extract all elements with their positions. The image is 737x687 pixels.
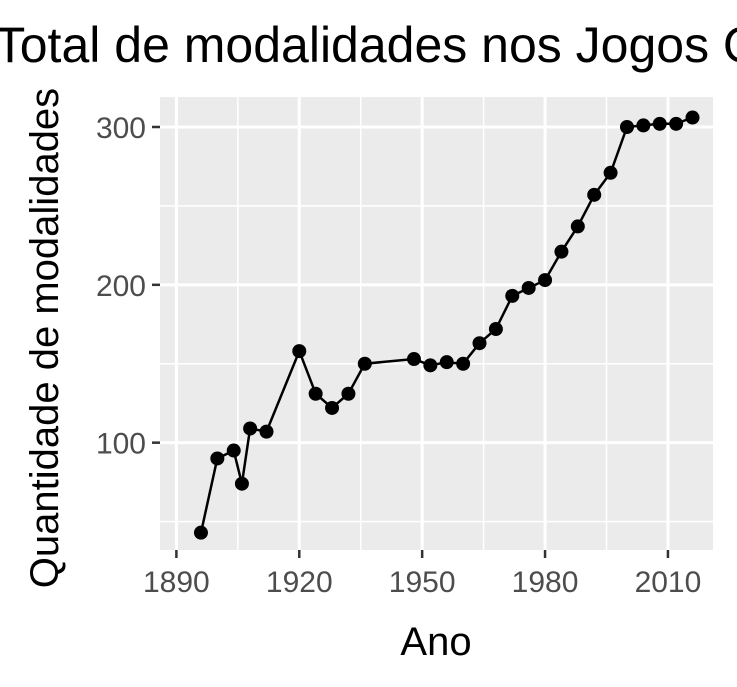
data-point-1988	[570, 219, 585, 234]
y-tick-label-200: 200	[96, 270, 146, 303]
y-tick-labels: 100 200 300	[96, 112, 146, 461]
data-point-2008	[652, 116, 667, 131]
data-point-1904	[226, 443, 241, 458]
x-tick-label-1950: 1950	[389, 566, 456, 599]
data-point-1920	[292, 344, 307, 359]
data-point-1906	[234, 476, 249, 491]
data-point-1956	[439, 355, 454, 370]
data-point-1976	[521, 280, 536, 295]
data-point-2012	[669, 116, 684, 131]
data-point-1900	[210, 451, 225, 466]
x-tick-label-2010: 2010	[635, 566, 702, 599]
data-point-1992	[587, 187, 602, 202]
x-tick-label-1920: 1920	[266, 566, 333, 599]
data-point-1932	[341, 386, 356, 401]
data-point-1972	[505, 288, 520, 303]
data-point-1964	[472, 336, 487, 351]
data-point-1980	[538, 273, 553, 288]
x-tick-label-1890: 1890	[143, 566, 210, 599]
data-point-1948	[406, 352, 421, 367]
data-point-1952	[423, 358, 438, 373]
y-axis-title: Quantidade de modalidades	[23, 88, 67, 588]
x-tick-labels: 1890 1920 1950 1980 2010	[143, 566, 701, 599]
grid-lines	[160, 97, 713, 550]
x-tick-label-1980: 1980	[512, 566, 579, 599]
data-point-1936	[357, 356, 372, 371]
data-point-1924	[308, 386, 323, 401]
plot-panel	[160, 97, 713, 550]
data-point-1908	[243, 421, 258, 436]
axis-ticks	[152, 125, 670, 558]
data-point-1928	[325, 400, 340, 415]
data-point-2000	[619, 119, 634, 134]
x-axis-title: Ano	[400, 620, 471, 664]
data-point-1896	[193, 525, 208, 540]
data-points	[193, 110, 700, 540]
data-point-1968	[488, 322, 503, 337]
data-point-1912	[259, 424, 274, 439]
data-point-2016	[685, 110, 700, 125]
y-tick-label-100: 100	[96, 428, 146, 461]
chart-title: Total de modalidades nos Jogos Olímpicos	[0, 17, 737, 73]
data-point-1960	[456, 356, 471, 371]
data-point-1996	[603, 165, 618, 180]
data-point-2004	[636, 118, 651, 133]
data-point-1984	[554, 244, 569, 259]
y-tick-label-300: 300	[96, 112, 146, 145]
